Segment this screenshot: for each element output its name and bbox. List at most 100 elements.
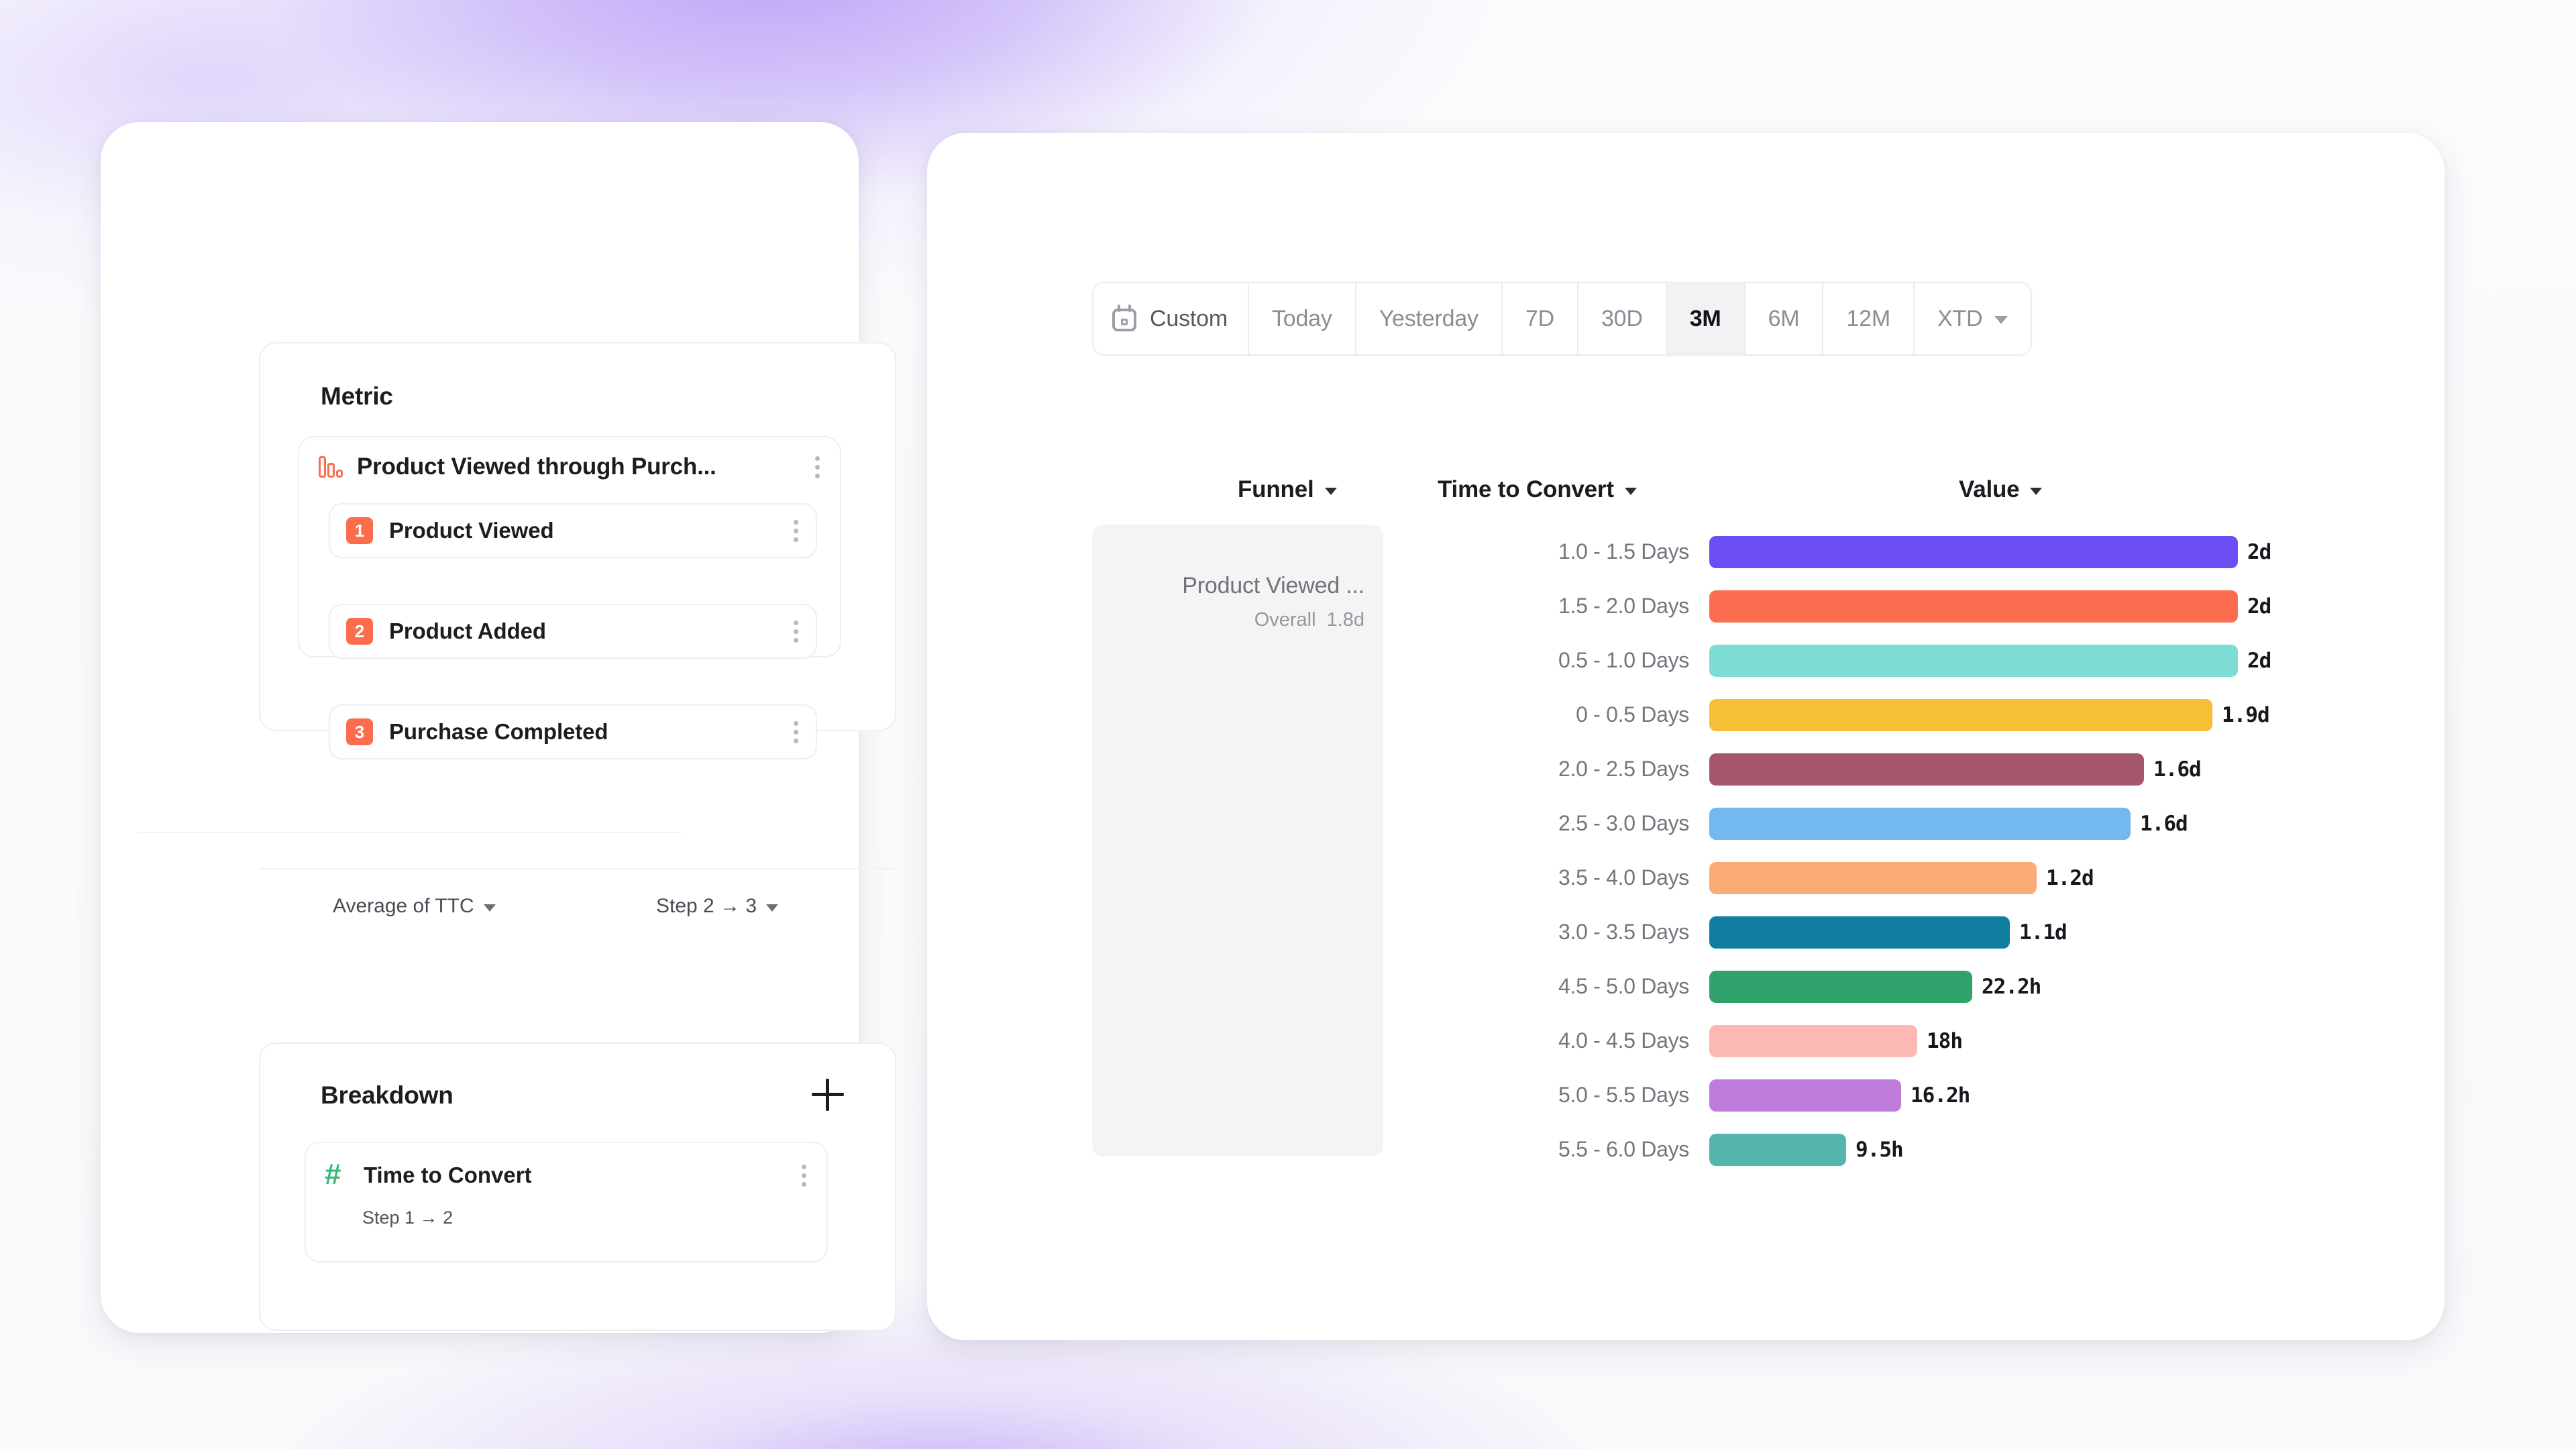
column-header-funnel[interactable]: Funnel	[1238, 476, 1337, 503]
bar-track: 2d	[1709, 525, 2361, 579]
calendar-icon	[1111, 305, 1138, 333]
bar-category-label: 2.5 - 3.0 Days	[1558, 811, 1689, 835]
step-menu-icon[interactable]	[793, 720, 798, 743]
bar-chart-row[interactable]: 5.0 - 5.5 Days 16.2h	[1422, 1068, 2361, 1122]
date-range-30d-label: 30D	[1601, 305, 1643, 331]
bar-value-label: 1.2d	[2046, 865, 2094, 890]
bar-category-label: 3.5 - 4.0 Days	[1558, 865, 1689, 890]
bar-track: 18h	[1709, 1014, 2361, 1068]
left-panel: Metric Product Viewed through Purch... 1…	[101, 122, 896, 1333]
column-header-time-to-convert[interactable]: Time to Convert	[1438, 476, 1637, 503]
bar-value-label: 2d	[2247, 648, 2271, 673]
chevron-down-icon	[483, 904, 496, 912]
bar-chart-row[interactable]: 1.0 - 1.5 Days 2d	[1422, 525, 2361, 579]
metric-funnel-row[interactable]: Product Viewed through Purch...	[299, 437, 840, 496]
metric-card: Metric Product Viewed through Purch... 1…	[259, 342, 896, 759]
bar-category-label: 5.5 - 6.0 Days	[1558, 1137, 1689, 1161]
metric-footer-divider	[260, 868, 895, 869]
breakdown-item[interactable]: # Time to Convert Step 1 → 2	[305, 1142, 828, 1263]
step-menu-icon[interactable]	[793, 519, 798, 542]
aggregation-dropdown[interactable]: Average of TTC	[333, 895, 496, 918]
column-header-value[interactable]: Value	[1959, 476, 2043, 503]
date-range-6m-label: 6M	[1768, 305, 1800, 331]
date-range-toolbar: Custom Today Yesterday 7D 30D 3M 6M 12M …	[1092, 282, 2033, 356]
breakdown-card: Breakdown # Time to Convert Step 1 → 2	[259, 1042, 896, 1331]
bar-value-label: 22.2h	[1982, 974, 2041, 999]
bar-chart-row[interactable]: 4.0 - 4.5 Days 18h	[1422, 1014, 2361, 1068]
bar-chart-row[interactable]: 0 - 0.5 Days 1.9d	[1422, 688, 2361, 742]
bar-track: 2d	[1709, 579, 2361, 633]
date-range-30d[interactable]: 30D	[1578, 283, 1667, 354]
bar-track: 1.6d	[1709, 742, 2361, 796]
date-range-xtd[interactable]: XTD	[1914, 283, 2031, 354]
metric-funnel-menu-icon[interactable]	[814, 455, 820, 478]
breakdown-card-title: Breakdown	[321, 1081, 453, 1109]
bar-value-label: 2d	[2247, 594, 2271, 619]
step-range-dropdown[interactable]: Step 2 → 3	[656, 895, 779, 918]
step-label: Product Viewed	[389, 518, 554, 543]
step-index-badge: 1	[346, 517, 373, 544]
metric-inner-divider	[138, 832, 682, 833]
bar-chart-row[interactable]: 4.5 - 5.0 Days 22.2h	[1422, 959, 2361, 1014]
bar-chart-row[interactable]: 5.5 - 6.0 Days 9.5h	[1422, 1122, 2361, 1177]
bar-track: 1.1d	[1709, 905, 2361, 959]
bar-fill	[1709, 970, 1972, 1003]
bar-chart-row[interactable]: 3.0 - 3.5 Days 1.1d	[1422, 905, 2361, 959]
bar-fill	[1709, 644, 2238, 677]
funnel-summary-overall: Overall 1.8d	[1254, 609, 1364, 631]
bar-chart-icon	[318, 455, 343, 479]
date-range-xtd-label: XTD	[1937, 305, 1983, 331]
add-breakdown-button[interactable]	[812, 1079, 844, 1111]
column-header-value-label: Value	[1959, 476, 2020, 502]
funnel-step-row[interactable]: 1 Product Viewed	[329, 503, 817, 558]
bar-value-label: 1.9d	[2222, 702, 2270, 727]
bar-chart-row[interactable]: 2.5 - 3.0 Days 1.6d	[1422, 796, 2361, 851]
date-range-yesterday[interactable]: Yesterday	[1356, 283, 1503, 354]
bar-category-label: 4.0 - 4.5 Days	[1558, 1028, 1689, 1053]
bar-category-label: 1.0 - 1.5 Days	[1558, 539, 1689, 564]
step-label: Purchase Completed	[389, 719, 608, 744]
bar-track: 22.2h	[1709, 959, 2361, 1014]
bar-category-label: 2.0 - 2.5 Days	[1558, 757, 1689, 781]
bar-value-label: 1.6d	[2140, 811, 2188, 836]
aggregation-label: Average of TTC	[333, 895, 474, 917]
bar-chart-row[interactable]: 3.5 - 4.0 Days 1.2d	[1422, 851, 2361, 905]
bar-track: 1.2d	[1709, 851, 2361, 905]
funnel-summary-name: Product Viewed ...	[1182, 573, 1364, 598]
chevron-down-icon	[766, 904, 779, 912]
date-range-yesterday-label: Yesterday	[1379, 305, 1479, 331]
date-range-custom[interactable]: Custom	[1093, 283, 1249, 354]
bar-fill	[1709, 590, 2238, 623]
bar-fill	[1709, 535, 2238, 568]
funnel-summary-panel[interactable]: Product Viewed ... Overall 1.8d	[1092, 525, 1383, 1157]
metric-funnel-container: Product Viewed through Purch... 1 Produc…	[298, 436, 841, 759]
bar-chart-row[interactable]: 0.5 - 1.0 Days 2d	[1422, 633, 2361, 688]
step-menu-icon[interactable]	[793, 620, 798, 643]
chevron-down-icon	[2030, 487, 2043, 495]
funnel-step-row[interactable]: 2 Product Added	[329, 604, 817, 659]
bar-track: 2d	[1709, 633, 2361, 688]
bar-value-label: 1.1d	[2019, 920, 2068, 945]
step-index-badge: 2	[346, 618, 373, 645]
bar-fill	[1709, 1024, 1917, 1057]
date-range-6m[interactable]: 6M	[1745, 283, 1824, 354]
bar-category-label: 0.5 - 1.0 Days	[1558, 648, 1689, 672]
column-header-ttc-label: Time to Convert	[1438, 476, 1614, 502]
date-range-7d[interactable]: 7D	[1502, 283, 1578, 354]
bar-track: 1.6d	[1709, 796, 2361, 851]
column-header-funnel-label: Funnel	[1238, 476, 1314, 502]
breakdown-item-menu-icon[interactable]	[801, 1164, 806, 1187]
bar-fill	[1709, 916, 2010, 949]
funnel-step-row[interactable]: 3 Purchase Completed	[329, 704, 817, 759]
date-range-12m[interactable]: 12M	[1823, 283, 1915, 354]
time-to-convert-bar-chart: 1.0 - 1.5 Days 2d 1.5 - 2.0 Days 2d 0.5 - 1.…	[1422, 525, 2361, 1177]
funnel-overall-value: 1.8d	[1326, 609, 1364, 631]
date-range-3m[interactable]: 3M	[1666, 283, 1746, 354]
date-range-today[interactable]: Today	[1248, 283, 1356, 354]
step-index-badge: 3	[346, 718, 373, 745]
bar-chart-row[interactable]: 2.0 - 2.5 Days 1.6d	[1422, 742, 2361, 796]
bar-fill	[1709, 861, 2037, 894]
date-range-custom-label: Custom	[1150, 305, 1228, 331]
date-range-7d-label: 7D	[1525, 305, 1554, 331]
bar-chart-row[interactable]: 1.5 - 2.0 Days 2d	[1422, 579, 2361, 633]
